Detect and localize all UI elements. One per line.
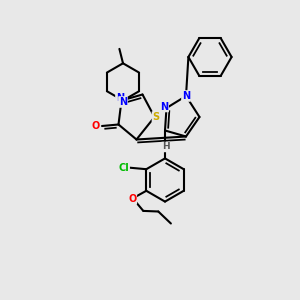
Text: N: N <box>160 101 168 112</box>
Text: H: H <box>162 142 169 152</box>
Text: Cl: Cl <box>118 163 129 173</box>
Text: O: O <box>128 194 136 204</box>
Text: N: N <box>116 93 124 103</box>
Text: O: O <box>92 121 100 131</box>
Text: S: S <box>152 112 160 122</box>
Text: N: N <box>119 97 127 107</box>
Text: N: N <box>182 91 190 101</box>
